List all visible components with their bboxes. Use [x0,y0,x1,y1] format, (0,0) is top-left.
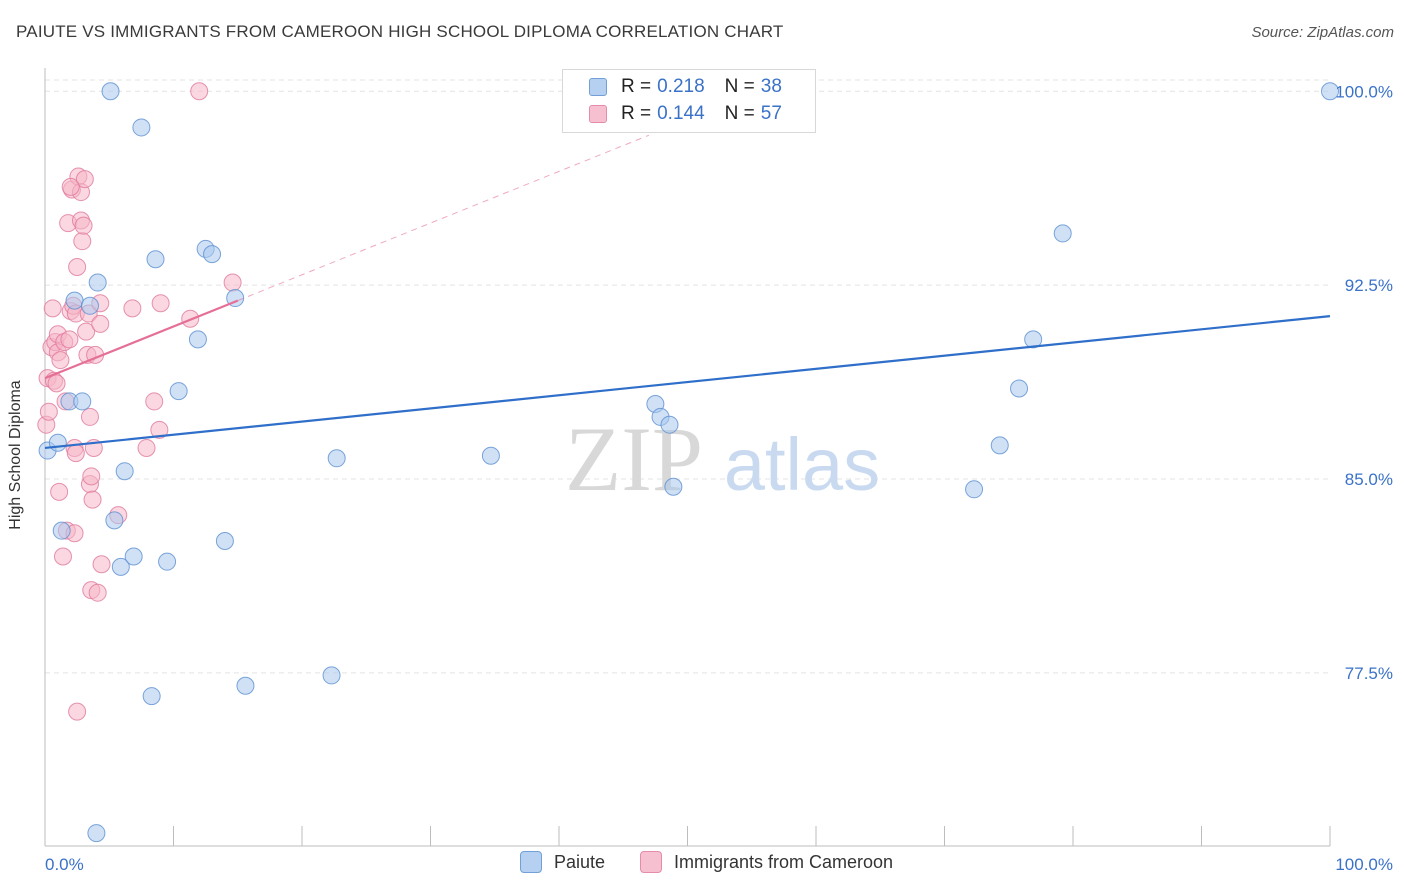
cameroon-point [60,330,79,349]
y-tick-label: 85.0% [1345,470,1393,489]
paiute-point [236,676,255,695]
paiute-point [990,436,1009,455]
cameroon-point [91,314,110,333]
cameroon-trend-line [44,299,239,380]
paiute-points [38,82,1339,843]
paiute-point [188,330,207,349]
paiute-point [203,245,222,264]
paiute-trend-line [44,315,1331,450]
cameroon-point [82,467,101,486]
cameroon-point [74,216,93,235]
paiute-point [1010,379,1029,398]
legend-label-paiute: Paiute [554,851,606,872]
cameroon-point [50,482,69,501]
paiute-point [105,511,124,530]
cameroon-trend-extension [237,134,650,302]
paiute-point [215,532,234,551]
chart-title: PAIUTE VS IMMIGRANTS FROM CAMEROON HIGH … [16,22,784,41]
legend-n-label: N = [724,76,755,97]
paiute-point [73,392,92,411]
legend-row-paiute: R = 0.218 N = 38 [589,74,782,100]
paiute-point [146,250,165,269]
cameroon-point [61,177,80,196]
paiute-point [1053,224,1072,243]
cameroon-point [150,420,169,439]
paiute-point [169,382,188,401]
cameroon-point [145,392,164,411]
legend-swatch-paiute [589,78,607,96]
cameroon-point [77,322,96,341]
cameroon-point [223,273,242,292]
cameroon-point [43,299,62,318]
correlation-legend: R = 0.218 N = 38 R = 0.144 N = 57 [562,69,816,133]
x-tick-label: 0.0% [45,855,84,874]
paiute-point [481,446,500,465]
paiute-point [322,666,341,685]
cameroon-point [137,438,156,457]
trend-lines [44,134,1331,450]
paiute-point [111,557,130,576]
series-legend: Paiute Immigrants from Cameroon [0,851,1406,877]
cameroon-point [92,555,111,574]
paiute-point [664,477,683,496]
legend-r-value: 0.144 [657,103,705,124]
paiute-point [52,521,71,540]
paiute-point [132,118,151,137]
legend-n-label: N = [724,103,755,124]
paiute-point [48,433,67,452]
y-tick-label: 100.0% [1335,82,1393,101]
watermark: ZIP atlas [565,408,880,510]
cameroon-point [66,444,85,463]
cameroon-point [83,490,102,509]
y-tick-label: 77.5% [1345,664,1393,683]
legend-item-paiute[interactable]: Paiute [520,851,605,873]
cameroon-point [73,232,92,251]
paiute-point [101,82,120,101]
paiute-point [1321,82,1339,101]
paiute-point [80,296,99,315]
paiute-point [1024,330,1043,349]
paiute-point [327,449,346,468]
watermark-zip: ZIP [565,408,703,510]
legend-r-value: 0.218 [657,76,705,97]
paiute-point [65,291,84,310]
cameroon-point [80,407,99,426]
cameroon-point [68,258,87,277]
watermark-atlas: atlas [724,423,880,506]
x-tick-label: 100.0% [1335,855,1393,874]
cameroon-point [47,374,66,393]
legend-swatch-cameroon [640,851,662,873]
legend-n-value: 57 [760,103,782,124]
cameroon-point [123,299,142,318]
paiute-point [660,415,679,434]
paiute-point [965,480,984,499]
paiute-point [124,547,143,566]
legend-r-label: R = [621,76,652,97]
cameroon-point [75,170,94,189]
cameroon-point [88,583,107,602]
paiute-point [87,824,106,843]
y-tick-label: 92.5% [1345,276,1393,295]
legend-swatch-cameroon [589,105,607,123]
gridlines [45,79,1330,674]
cameroon-point [68,702,87,721]
tick-labels: 100.0% 92.5% 85.0% 77.5% 0.0% 100.0% [45,82,1393,874]
cameroon-point [53,547,72,566]
paiute-point [158,552,177,571]
legend-label-cameroon: Immigrants from Cameroon [674,851,894,872]
legend-item-cameroon[interactable]: Immigrants from Cameroon [640,851,893,873]
cameroon-point [51,351,70,370]
legend-r-label: R = [621,103,652,124]
cameroon-point [39,402,58,421]
source-label: Source: ZipAtlas.com [1251,24,1394,41]
legend-row-cameroon: R = 0.144 N = 57 [589,101,782,127]
paiute-point [115,462,134,481]
legend-swatch-paiute [520,851,542,873]
legend-n-value: 38 [760,76,782,97]
paiute-point [142,687,161,706]
paiute-point [88,273,107,292]
cameroon-point [151,294,170,313]
cameroon-point [190,82,209,101]
